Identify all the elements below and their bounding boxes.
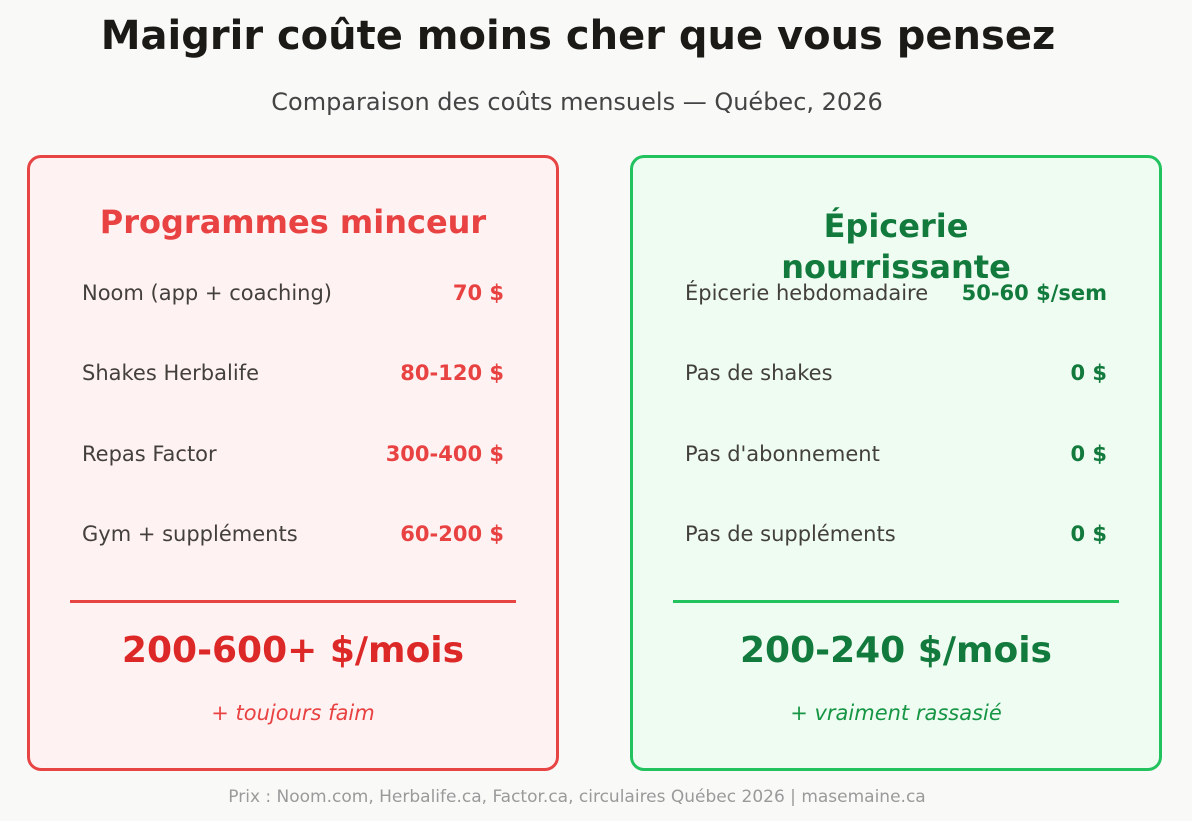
cost-row: Repas Factor 300-400 $ (82, 439, 504, 469)
cost-row-label: Noom (app + coaching) (82, 281, 332, 305)
cost-row: Pas de shakes 0 $ (685, 358, 1107, 388)
cost-row: Gym + suppléments 60-200 $ (82, 519, 504, 549)
page-title: Maigrir coûte moins cher que vous pensez (100, 13, 1056, 59)
divider (70, 600, 516, 603)
cost-row-label: Pas d'abonnement (685, 442, 880, 466)
cost-row: Épicerie hebdomadaire 50-60 $/sem (685, 278, 1107, 308)
cost-row-label: Pas de suppléments (685, 522, 896, 546)
monthly-total: 200-240 $/mois (740, 630, 1052, 671)
total-note: + vraiment rassasié (790, 701, 1002, 725)
cost-row-label: Gym + suppléments (82, 522, 298, 546)
card-title-line: nourrissante (781, 248, 1011, 286)
divider (673, 600, 1119, 603)
cost-row-label: Épicerie hebdomadaire (685, 281, 929, 305)
cost-row-label: Repas Factor (82, 442, 217, 466)
cost-row-value: 80-120 $ (400, 361, 504, 385)
card-title: Programmes minceur (99, 203, 487, 241)
card-title-line: Épicerie (823, 207, 969, 245)
cost-row: Shakes Herbalife 80-120 $ (82, 358, 504, 388)
nourishing-grocery-card: Épicerie nourrissante Épicerie hebdomada… (630, 155, 1162, 771)
cost-row-value: 50-60 $/sem (961, 281, 1107, 305)
total-note: + toujours faim (211, 701, 375, 725)
cost-row-value: 0 $ (1070, 442, 1107, 466)
cost-row-value: 0 $ (1070, 361, 1107, 385)
cost-row: Pas de suppléments 0 $ (685, 519, 1107, 549)
card-title: Épicerie nourrissante (633, 206, 1159, 288)
cost-row-label: Pas de shakes (685, 361, 833, 385)
cost-row-value: 70 $ (452, 281, 504, 305)
cost-row-label: Shakes Herbalife (82, 361, 259, 385)
cost-row-value: 60-200 $ (400, 522, 504, 546)
cost-row: Pas d'abonnement 0 $ (685, 439, 1107, 469)
page-subtitle: Comparaison des coûts mensuels — Québec,… (271, 88, 883, 116)
monthly-total: 200-600+ $/mois (121, 630, 465, 671)
cost-row: Noom (app + coaching) 70 $ (82, 278, 504, 308)
cost-row-value: 0 $ (1070, 522, 1107, 546)
cost-row-value: 300-400 $ (385, 442, 504, 466)
weight-loss-programs-card: Programmes minceur Noom (app + coaching)… (27, 155, 559, 771)
source-footer: Prix : Noom.com, Herbalife.ca, Factor.ca… (228, 787, 926, 807)
